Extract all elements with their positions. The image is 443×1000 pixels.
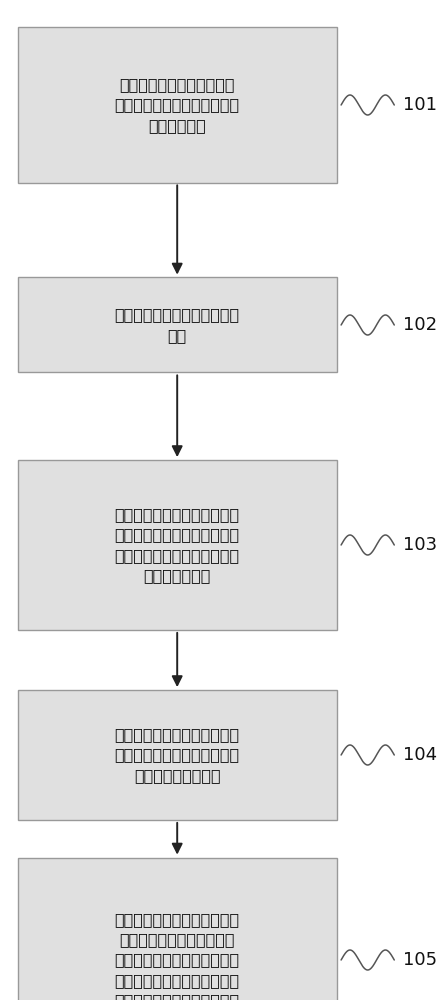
Bar	[18, 277, 337, 372]
Text: 105: 105	[403, 951, 437, 969]
Bar	[18, 857, 337, 1000]
Bar	[18, 27, 337, 182]
Text: 101: 101	[403, 96, 437, 114]
Text: 同步器接收异构处理器返回的
同步信息，并生成同步状态信
息发送给输出判决器: 同步器接收异构处理器返回的 同步信息，并生成同步状态信 息发送给输出判决器	[115, 727, 240, 783]
Bar	[18, 690, 337, 820]
Text: 输出判决器接收同步状态信息
和异构处理器发来的运行结
果，根据之前选定的比较判决
策略和策略模式，选择一个异
构处理器的结果作为判决输出: 输出判决器接收同步状态信息 和异构处理器发来的运行结 果，根据之前选定的比较判决…	[115, 912, 240, 1000]
Text: 同步器向异构处理器发出同步
信号: 同步器向异构处理器发出同步 信号	[115, 307, 240, 343]
Text: 异构处理器接收同步信号，同
步执行程序，向同步器反馈同
步信息，并将程序运行结果发
送至输出判决器: 异构处理器接收同步信号，同 步执行程序，向同步器反馈同 步信息，并将程序运行结果…	[115, 507, 240, 583]
Text: 102: 102	[403, 316, 437, 334]
Text: 输出判决器接收外部配置参
数，根据参数配置比较判决策
略和策略模式: 输出判决器接收外部配置参 数，根据参数配置比较判决策 略和策略模式	[115, 77, 240, 133]
Text: 103: 103	[403, 536, 437, 554]
Text: 104: 104	[403, 746, 437, 764]
Bar	[18, 460, 337, 630]
